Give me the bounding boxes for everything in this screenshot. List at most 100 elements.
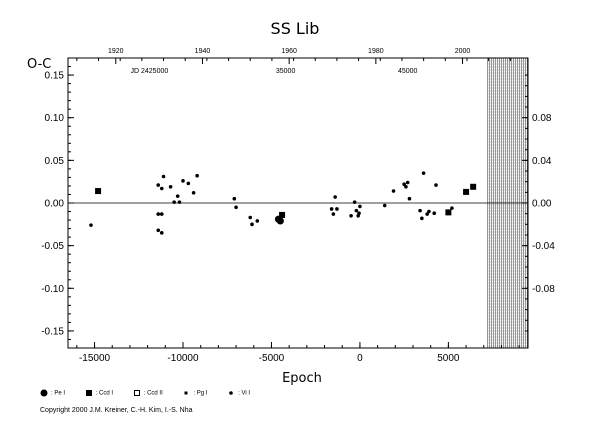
point-vi <box>404 184 408 189</box>
top-axis: 1920 1940 1960 1980 2000 JD 2425000 35000 45000 <box>76 48 511 75</box>
year-tick-label: 1980 <box>368 48 384 55</box>
y-tick-label: 0.10 <box>45 113 65 124</box>
legend-label: : Pe I <box>51 390 66 397</box>
point-ccd <box>445 209 452 216</box>
point-vi <box>248 215 253 220</box>
point-vi <box>234 205 238 210</box>
y-axis: -0.15 -0.10 -0.05 0.00 0.05 0.10 0.15 <box>41 66 74 340</box>
point-vi <box>255 219 260 223</box>
point-vi <box>159 231 164 235</box>
year-tick-label: 1920 <box>108 48 124 55</box>
data-points <box>89 171 477 235</box>
legend-item-ccd2: : Ccd II <box>133 389 163 397</box>
point-vi <box>156 228 161 233</box>
x-tick-label: -10000 <box>167 353 199 364</box>
point-vi <box>156 212 161 216</box>
point-vi <box>191 190 196 195</box>
jd-tick-label: 45000 <box>398 68 418 75</box>
point-vi <box>161 174 166 179</box>
point-vi <box>420 216 424 221</box>
right-tick-label: -0.04 <box>532 241 555 252</box>
right-tick-label: -0.08 <box>532 284 555 295</box>
filled-square-icon <box>85 390 92 396</box>
legend-label: : Ccd I <box>95 390 114 397</box>
point-vi <box>331 212 336 216</box>
legend-item-vi: : Vi I <box>227 389 250 397</box>
point-vi <box>168 184 173 189</box>
small-dot-icon <box>229 391 233 395</box>
y-tick-label: -0.15 <box>41 326 64 337</box>
x-tick-label: -15000 <box>79 353 111 364</box>
right-axis: -0.08 -0.04 0.00 0.04 0.08 <box>522 74 555 332</box>
point-vi <box>181 179 185 183</box>
small-square-icon <box>184 391 188 395</box>
point-vi <box>250 222 254 227</box>
point-vi <box>232 196 237 201</box>
point-vi <box>172 200 176 204</box>
right-tick-label: 0.04 <box>532 156 552 167</box>
point-vi <box>333 195 337 199</box>
point-vi <box>405 180 410 185</box>
point-vi <box>407 196 412 201</box>
x-tick-label: -5000 <box>259 353 285 364</box>
x-tick-label: 5000 <box>437 353 460 364</box>
right-tick-label: 0.00 <box>532 199 552 210</box>
x-tick-label: 0 <box>357 353 363 364</box>
y-tick-label: 0.05 <box>45 156 65 167</box>
legend-label: : Pg I <box>193 390 208 397</box>
point-pe <box>276 217 284 225</box>
x-axis: -15000 -10000 -5000 0 5000 <box>76 342 520 364</box>
year-tick-label: 1940 <box>195 48 211 55</box>
y-tick-label: 0.15 <box>45 71 65 82</box>
y-tick-label: 0.00 <box>45 199 65 210</box>
big-dot-icon <box>40 389 48 397</box>
legend-label: : Ccd II <box>143 390 163 397</box>
legend-item-ccd1: : Ccd I <box>85 389 113 397</box>
copyright-notice: Copyright 2000 J.M. Kreiner, C.-H. Kim, … <box>40 407 193 414</box>
right-tick-label: 0.08 <box>532 113 552 124</box>
point-vi <box>425 212 429 216</box>
point-ccd <box>95 188 102 195</box>
x-axis-label: Epoch <box>282 371 322 386</box>
point-ccd <box>463 188 470 195</box>
point-vi <box>357 211 361 216</box>
point-ccd <box>279 211 286 218</box>
point-vi <box>159 186 164 191</box>
point-vi <box>335 207 339 211</box>
legend-label: : Vi I <box>238 390 251 397</box>
jd-tick-label: 35000 <box>276 68 296 75</box>
point-vi <box>450 206 454 210</box>
point-vi <box>329 207 334 211</box>
legend: : Pe I : Ccd I : Ccd II : Pg I : Vi I <box>40 389 268 397</box>
open-square-icon <box>133 390 140 396</box>
point-vi <box>391 189 396 193</box>
point-vi <box>89 223 93 227</box>
point-vi <box>434 183 438 187</box>
point-vi <box>354 208 359 213</box>
point-vi <box>177 200 182 204</box>
point-vi <box>421 171 426 175</box>
y-tick-label: -0.10 <box>41 284 64 295</box>
y-tick-label: -0.05 <box>41 241 64 252</box>
year-tick-label: 1960 <box>281 48 297 55</box>
legend-item-pg: : Pg I <box>182 389 207 397</box>
point-vi <box>427 209 431 214</box>
point-vi <box>418 208 422 213</box>
point-vi <box>358 204 362 209</box>
chart-title: SS Lib <box>271 19 320 38</box>
point-vi <box>432 211 437 216</box>
point-vi <box>175 194 180 198</box>
point-vi <box>195 173 199 178</box>
legend-item-pe: : Pe I <box>40 389 65 397</box>
point-vi <box>382 203 387 208</box>
point-vi <box>186 181 191 186</box>
point-vi <box>352 200 357 204</box>
year-tick-label: 2000 <box>455 48 471 55</box>
oc-diagram: SS Lib O-C Epoch -15000 -10000 -5000 0 5000 … <box>27 19 555 386</box>
point-ccd <box>470 183 477 190</box>
jd-tick-label: JD 2425000 <box>131 68 169 75</box>
point-vi <box>156 183 161 187</box>
point-vi <box>349 213 353 218</box>
point-vi <box>159 212 164 216</box>
y-axis-label: O-C <box>27 57 51 72</box>
